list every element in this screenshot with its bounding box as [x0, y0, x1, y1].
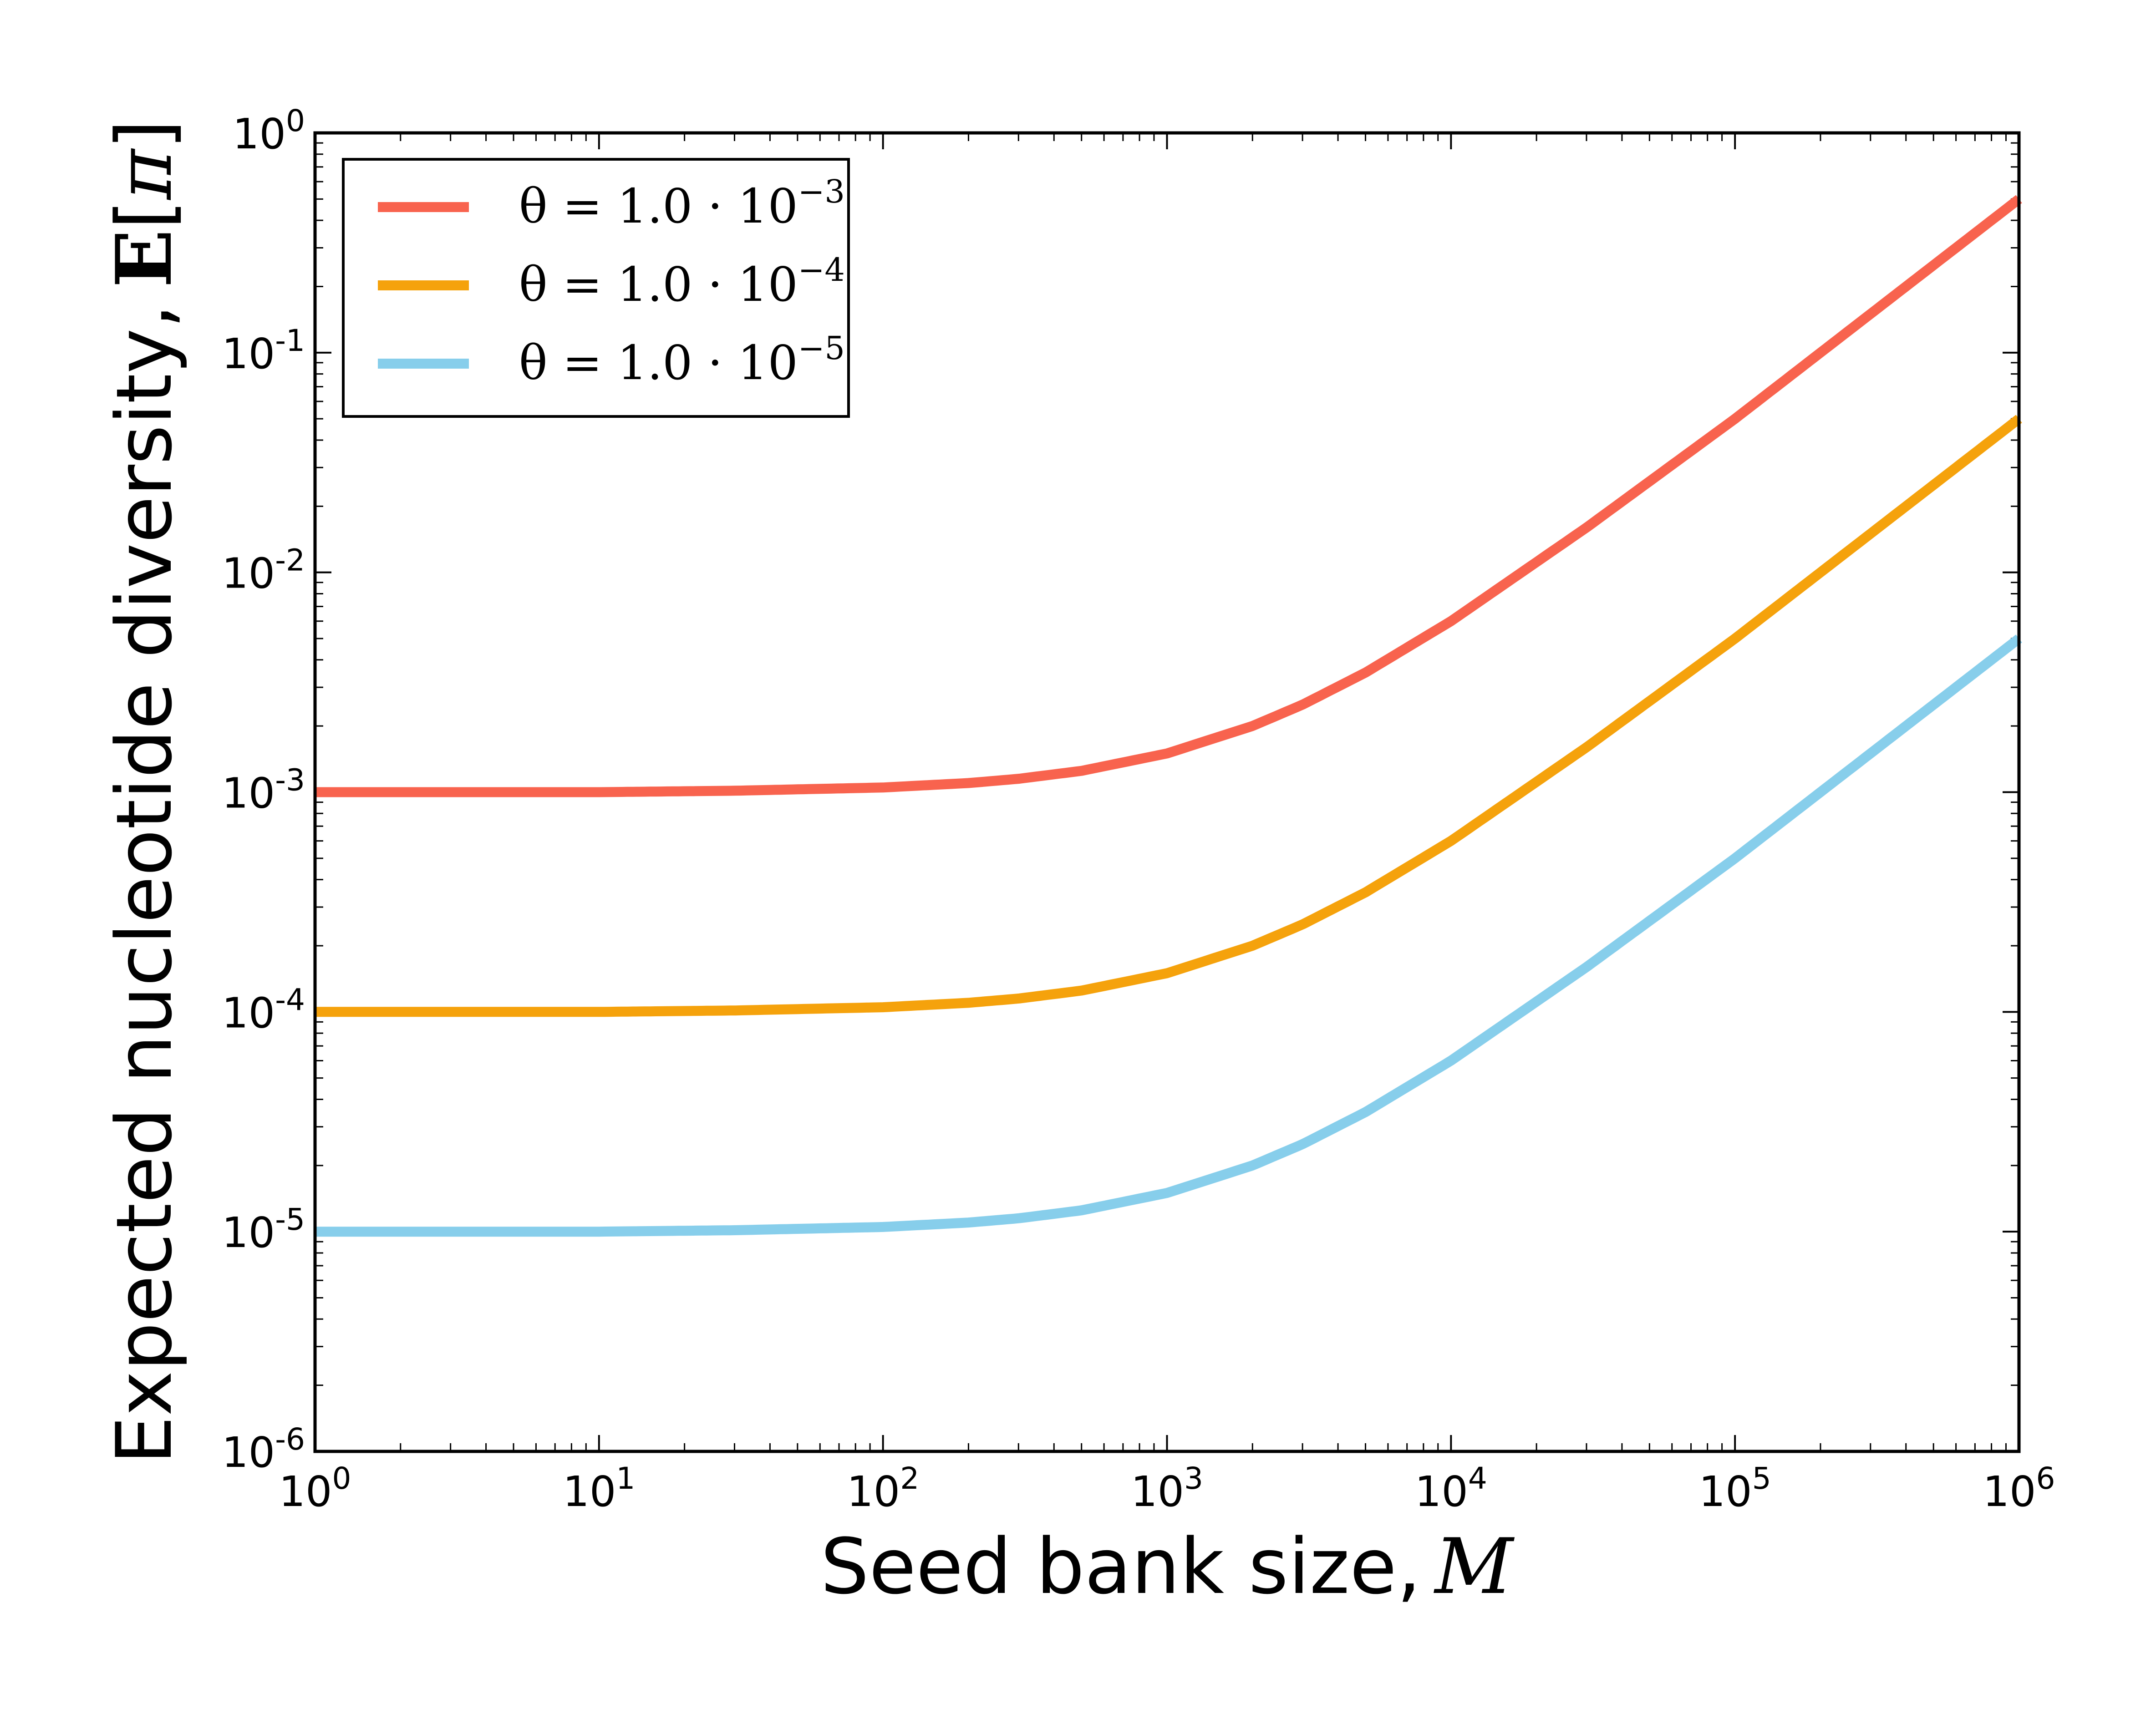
series-line-1	[315, 195, 2022, 797]
y-tick-label: 10-4	[222, 982, 305, 1037]
y-tick-label: 10-3	[222, 763, 305, 818]
legend-label-1: θ = 1.0 · 10−3	[519, 173, 845, 234]
y-tick-label: 100	[233, 103, 305, 158]
y-axis-label: Expected nucleotide diversity,E[π]	[99, 120, 189, 1465]
y-tick-label: 10-6	[222, 1422, 305, 1477]
series-line-3	[315, 634, 2022, 1237]
y-tick-label: 10-5	[222, 1202, 305, 1257]
x-tick-label: 104	[1415, 1461, 1487, 1516]
x-tick-label: 103	[1131, 1461, 1203, 1516]
series-lines	[315, 195, 2022, 1237]
axis-tick-labels: 100 101 102 103 104 105 106 10-6 10-5 10-4 10-3 10-…	[222, 103, 2055, 1516]
x-tick-label: 105	[1699, 1461, 1771, 1516]
y-tick-label: 10-1	[222, 323, 305, 378]
x-tick-label: 101	[563, 1461, 635, 1516]
x-tick-label: 106	[1983, 1461, 2055, 1516]
x-tick-label: 100	[279, 1461, 351, 1516]
series-line-2	[315, 415, 2022, 1017]
x-axis-label: Seed bank size, M	[820, 1522, 1515, 1611]
x-tick-label: 102	[847, 1461, 919, 1516]
y-tick-label: 10-2	[222, 543, 305, 598]
legend-label-2: θ = 1.0 · 10−4	[519, 251, 845, 312]
legend-label-3: θ = 1.0 · 10−5	[519, 330, 845, 390]
legend: θ = 1.0 · 10−3 θ = 1.0 · 10−4 θ = 1.0 · 10…	[342, 158, 850, 418]
plot-area-frame	[313, 131, 2021, 1453]
